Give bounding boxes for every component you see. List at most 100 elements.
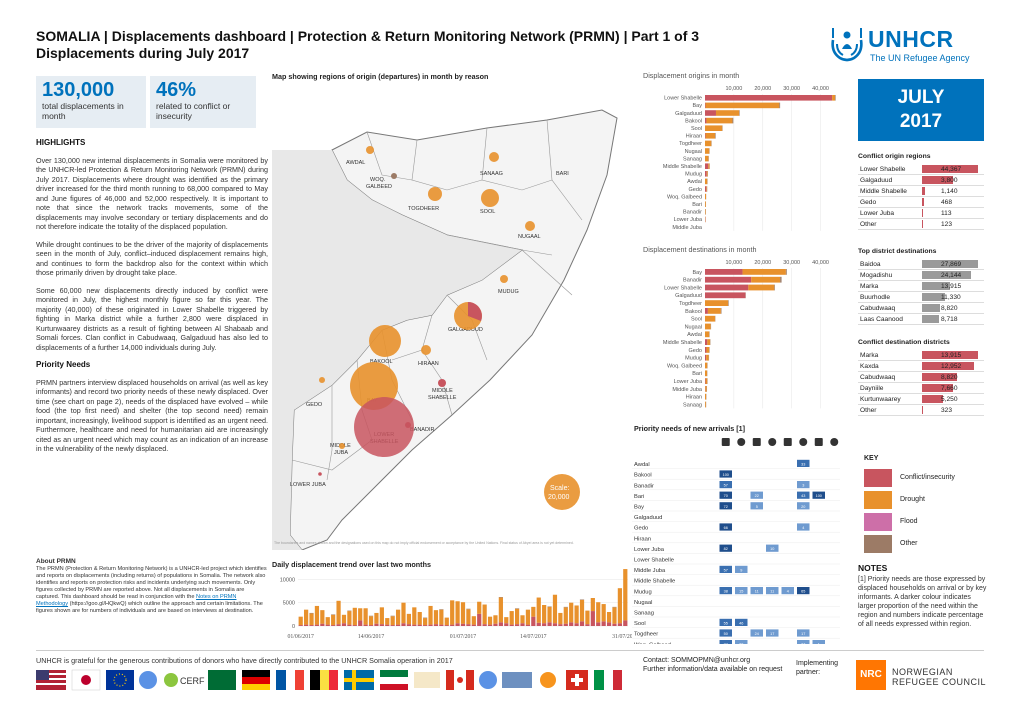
trend-bar	[314, 624, 320, 626]
category-label: Woq. Galbeed	[667, 363, 702, 369]
dest-chart-title: Displacement destinations in month	[643, 245, 757, 254]
row-bar	[922, 406, 924, 414]
scale-circle	[544, 474, 580, 510]
contact-info: Contact: SOMMOPMN@unhcr.org Further info…	[643, 657, 793, 674]
legend-key: KEY Conflict/insecurity Drought Flood Ot…	[858, 455, 984, 555]
trend-bar	[417, 624, 422, 626]
row-value: 8,820	[941, 374, 958, 381]
priority-cell-value: 66	[724, 526, 728, 530]
category-label: Woq. Galbeed	[667, 194, 702, 200]
bar-segment	[705, 102, 780, 109]
trend-bar	[606, 612, 612, 623]
priority-cell-value: 65	[801, 590, 805, 594]
axis-tick-label: 20,000	[754, 260, 771, 266]
priority-cell-value: 50	[724, 632, 728, 636]
kpi-conflict-value: 46%	[156, 79, 197, 101]
month-badge: JULY 2017	[858, 79, 984, 141]
trend-bar	[320, 623, 325, 626]
transport-icon	[799, 438, 808, 446]
trend-bar	[585, 624, 590, 626]
nrc-logo-icon: NRC	[856, 660, 886, 690]
neighbour-kenya	[272, 410, 302, 550]
table-row: Laas Caanood 8,718	[858, 314, 984, 325]
trend-bar	[347, 624, 352, 626]
trend-bar	[477, 601, 482, 614]
flag-france-icon	[276, 670, 304, 690]
healthcare-icon	[768, 438, 777, 446]
trend-bar	[482, 624, 487, 626]
bar-segment	[705, 155, 709, 162]
region-label-middle-shabelle: MIDDLE	[432, 388, 453, 394]
trend-bar	[298, 625, 303, 626]
row-label: Gedo	[860, 199, 877, 206]
priority-cell	[735, 640, 748, 644]
priority-cell-value: 27	[801, 643, 805, 644]
category-label: Togdheer	[679, 141, 702, 147]
priority-cell-value: 1	[818, 643, 820, 644]
key-title: KEY	[864, 455, 879, 462]
trend-bar	[395, 609, 401, 625]
category-label: Bakool	[685, 309, 702, 315]
priority-cell-value: 55	[724, 621, 728, 625]
priority-cell-value: 24	[755, 632, 759, 636]
trend-x-tick: 01/07/2017	[450, 634, 477, 640]
region-label-bari: BARI	[556, 171, 569, 177]
flag-kuwait-icon	[380, 670, 408, 690]
origin-circle-sanaag	[489, 152, 499, 162]
trend-bar	[309, 625, 314, 626]
bar-segment	[705, 193, 707, 200]
donor-thanks: UNHCR is grateful for the generous contr…	[36, 656, 453, 665]
row-value: 11,330	[941, 294, 961, 301]
priority-cell	[735, 618, 748, 626]
trend-bar	[390, 625, 395, 626]
row-bar	[922, 395, 944, 403]
category-label: Bari	[692, 202, 702, 208]
trend-bar	[428, 624, 433, 626]
zakat-logo-icon	[414, 672, 440, 688]
key-item-conflict: Conflict/insecurity	[864, 469, 984, 489]
row-value: 1,140	[941, 188, 958, 195]
kpi-conflict: 46% related to conflict or insecurity	[150, 76, 256, 128]
bar-segment	[705, 186, 707, 192]
priority-region-label: Galgaduud	[634, 515, 662, 521]
trend-bar	[320, 610, 325, 624]
trend-bar	[385, 624, 390, 626]
bar-segment	[705, 393, 707, 400]
bar-segment	[705, 110, 716, 116]
origin-circle-galgaduud-conflict	[468, 302, 482, 321]
nrc-name-line1: NORWEGIAN	[892, 667, 953, 677]
row-value: 27,869	[941, 261, 962, 268]
priority-cell	[719, 565, 732, 573]
trend-bar	[612, 623, 617, 626]
bar-segment	[705, 171, 707, 177]
dest-chart: 10,000 20,000 30,000 40,000BayBanadirLower …	[663, 260, 829, 409]
trend-bar	[590, 598, 595, 612]
priority-region-label: Middle Shabelle	[634, 579, 675, 585]
axis-tick-label: 40,000	[812, 86, 829, 92]
trend-bar	[352, 625, 357, 626]
priority-cell	[797, 640, 810, 644]
table-row: Galgaduud 3,800	[858, 175, 984, 186]
priority-cell-value: 3	[802, 484, 804, 488]
trend-bar	[331, 625, 336, 626]
priority-cell-value: 15	[739, 590, 743, 594]
nrc-name-line2: REFUGEE COUNCIL	[892, 677, 987, 687]
trend-bar	[563, 607, 568, 624]
row-value: 3,800	[941, 177, 958, 184]
key-swatch	[864, 535, 892, 553]
key-swatch	[864, 469, 892, 487]
priority-cell-value: 57	[724, 484, 728, 488]
trend-bar	[460, 623, 466, 626]
svg-text:CERF: CERF	[180, 676, 205, 686]
bar-segment	[705, 292, 746, 299]
somalia-map: AWDAL WOQ. GALBEED TOGDHEER SANAAG BARI …	[272, 109, 618, 550]
trend-y-tick: 0	[292, 624, 295, 630]
bar-segment	[780, 276, 782, 283]
highlights-heading: HIGHLIGHTS	[36, 138, 86, 147]
methodology-link[interactable]: Notes on PRMN Methodology	[36, 594, 237, 607]
contact-email[interactable]: Contact: SOMMOPMN@unhcr.org	[643, 657, 751, 664]
trend-bar	[504, 617, 509, 624]
trend-bar	[509, 611, 514, 625]
category-label: Sanaag	[683, 156, 702, 162]
about-heading: About PRMN	[36, 558, 76, 565]
